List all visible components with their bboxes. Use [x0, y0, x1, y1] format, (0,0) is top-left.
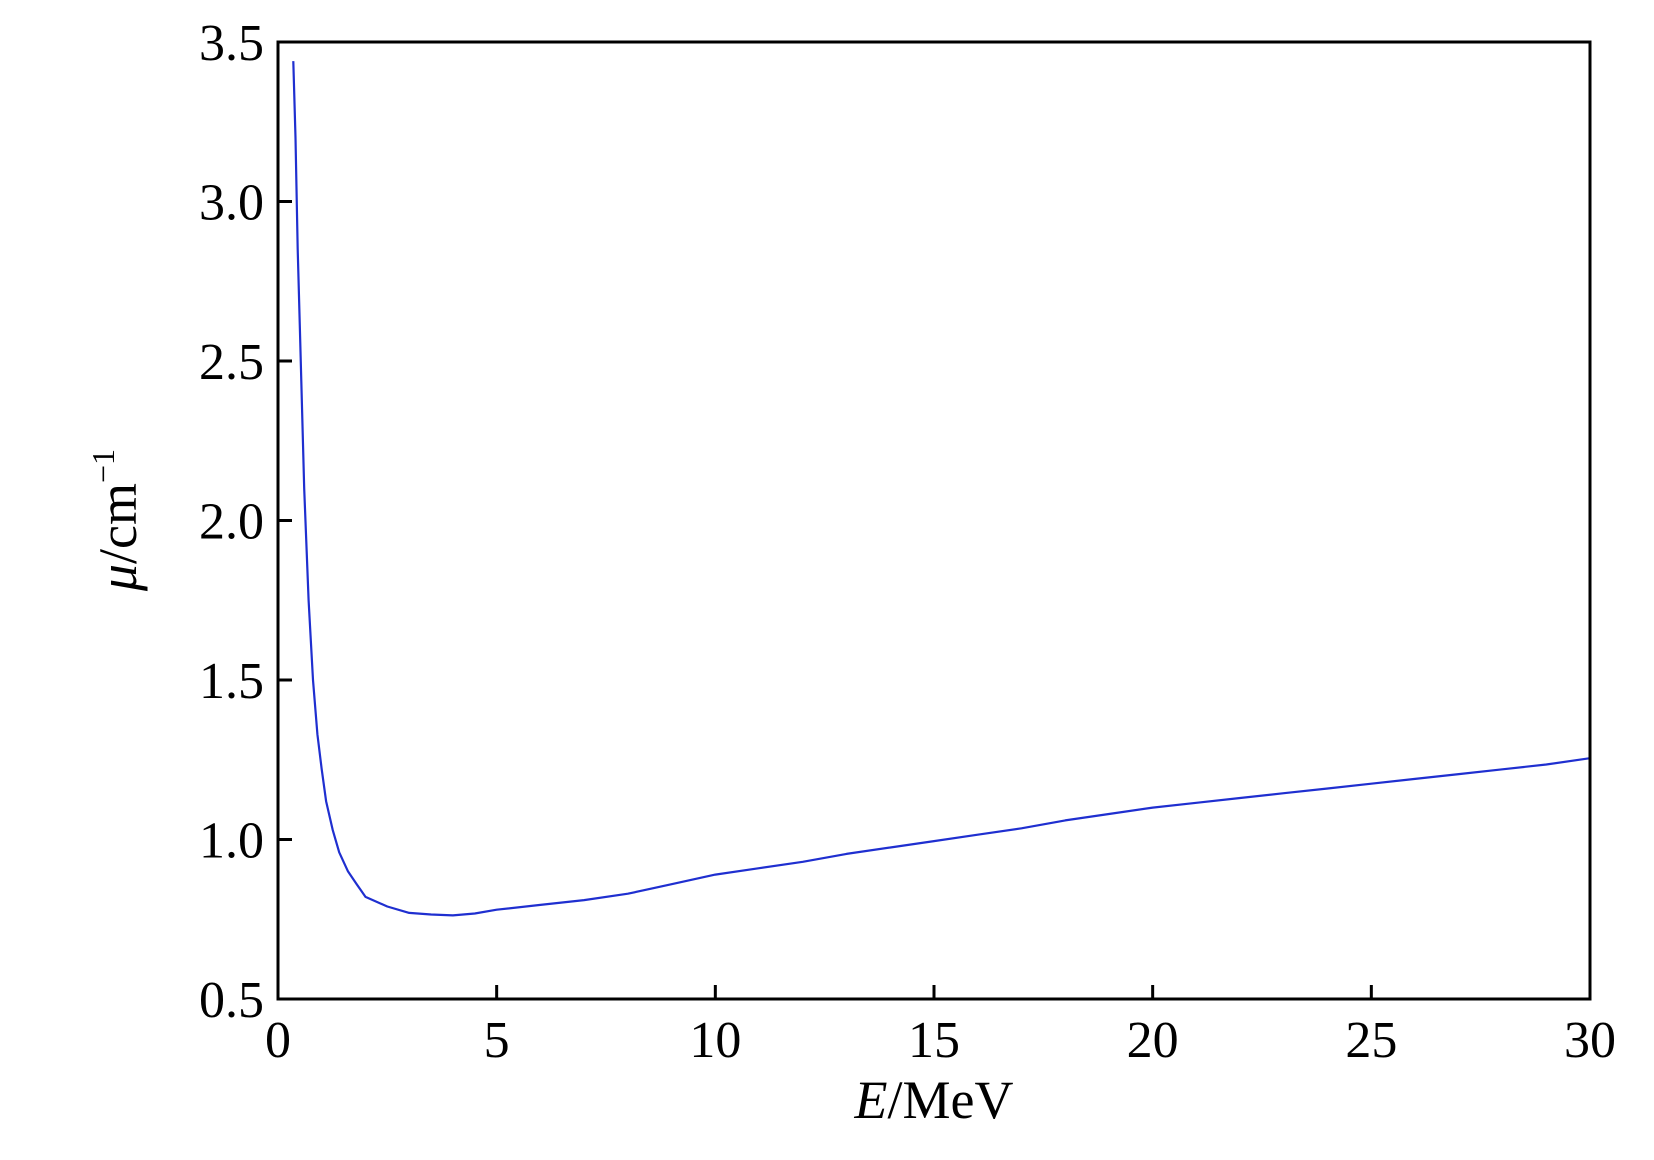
y-tick-label: 2.0 [199, 494, 264, 551]
x-axis-label-symbol: E [854, 1070, 888, 1130]
x-axis-ticks: 0 5 10 15 20 25 30 [265, 985, 1616, 1069]
x-tick-label: 5 [484, 1012, 510, 1069]
y-tick-label: 0.5 [199, 972, 264, 1029]
y-tick-label: 1.0 [199, 813, 264, 870]
y-axis-label-symbol: μ [88, 564, 148, 592]
x-tick-label: 0 [265, 1012, 291, 1069]
y-axis-label-superscript: −1 [85, 449, 121, 483]
y-tick-label: 3.5 [199, 15, 264, 72]
y-axis-label: μ/cm−1 [85, 449, 148, 592]
x-axis-label: E/MeV [854, 1070, 1014, 1130]
x-tick-label: 30 [1564, 1012, 1616, 1069]
y-tick-label: 2.5 [199, 334, 264, 391]
series-layer [292, 61, 1591, 917]
y-axis-label-unit: /cm [88, 483, 148, 564]
y-axis-ticks: 0.5 1.0 1.5 2.0 2.5 3.0 3.5 [199, 15, 292, 1029]
y-tick-label: 3.0 [199, 175, 264, 232]
x-axis-label-unit: /MeV [888, 1070, 1014, 1130]
x-tick-label: 20 [1127, 1012, 1179, 1069]
x-tick-label: 25 [1345, 1012, 1397, 1069]
x-tick-label: 10 [689, 1012, 741, 1069]
x-tick-label: 15 [908, 1012, 960, 1069]
plot-frame [276, 40, 1592, 1001]
y-tick-label: 1.5 [199, 653, 264, 710]
series-line-0 [292, 61, 1591, 917]
